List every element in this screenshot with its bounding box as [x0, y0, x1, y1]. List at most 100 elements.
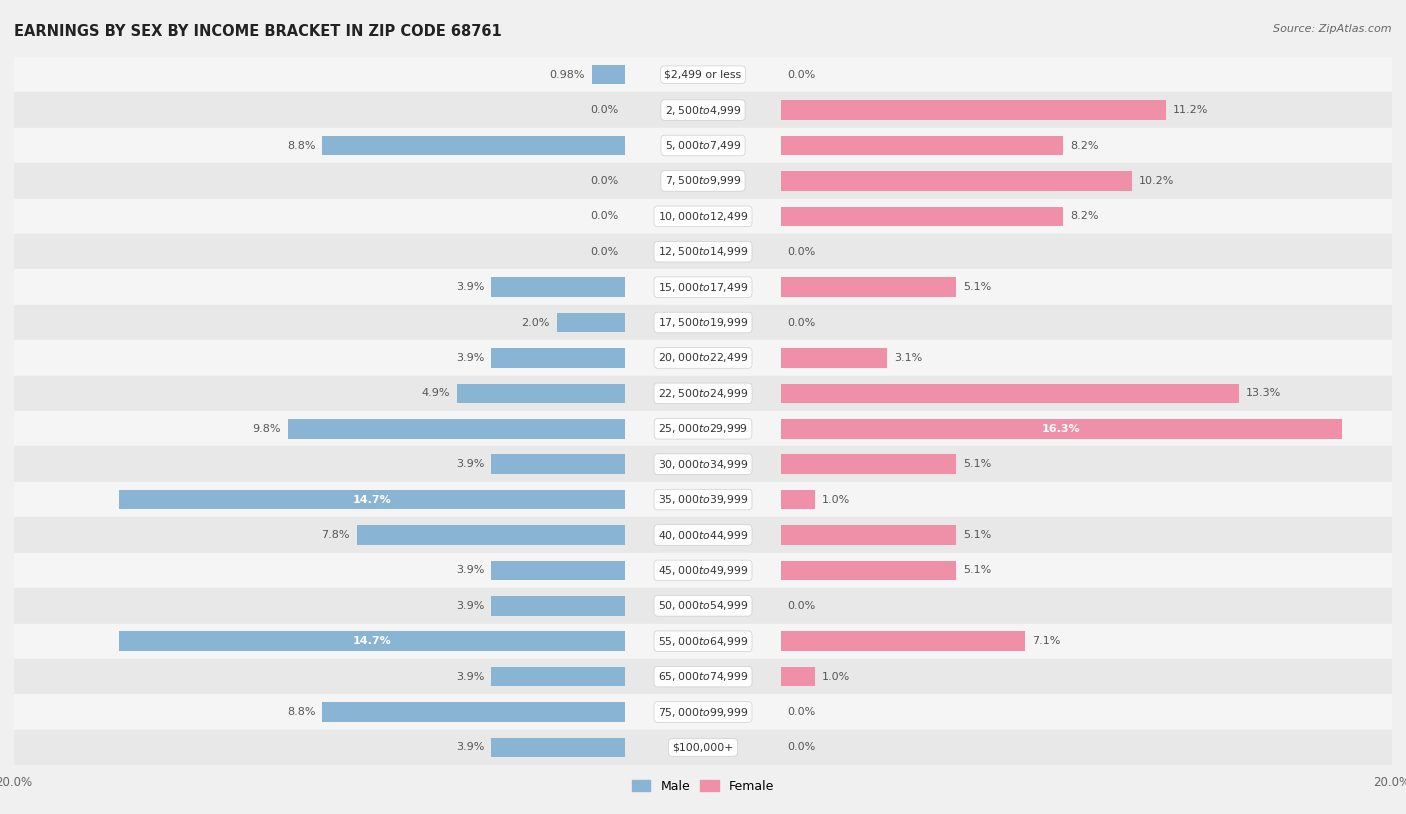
- Text: $45,000 to $49,999: $45,000 to $49,999: [658, 564, 748, 577]
- Text: 11.2%: 11.2%: [1173, 105, 1209, 115]
- Text: 5.1%: 5.1%: [963, 530, 991, 540]
- Text: 3.9%: 3.9%: [456, 566, 484, 575]
- Text: 1.0%: 1.0%: [823, 672, 851, 681]
- Text: 2.0%: 2.0%: [522, 317, 550, 327]
- Bar: [557, 313, 626, 332]
- Text: $2,500 to $4,999: $2,500 to $4,999: [665, 103, 741, 116]
- Text: 3.9%: 3.9%: [456, 742, 484, 752]
- Text: 9.8%: 9.8%: [253, 424, 281, 434]
- Text: $40,000 to $44,999: $40,000 to $44,999: [658, 528, 748, 541]
- Text: 4.9%: 4.9%: [422, 388, 450, 398]
- Text: 1.0%: 1.0%: [823, 495, 851, 505]
- Bar: [14, 624, 1392, 659]
- Bar: [457, 383, 626, 403]
- Text: 7.1%: 7.1%: [1032, 637, 1060, 646]
- Text: 5.1%: 5.1%: [963, 282, 991, 292]
- Text: $75,000 to $99,999: $75,000 to $99,999: [658, 706, 748, 719]
- Text: 0.0%: 0.0%: [787, 247, 815, 256]
- Text: $55,000 to $64,999: $55,000 to $64,999: [658, 635, 748, 648]
- Text: 0.0%: 0.0%: [787, 707, 815, 717]
- Text: $50,000 to $54,999: $50,000 to $54,999: [658, 599, 748, 612]
- Bar: [14, 588, 1392, 624]
- Text: 5.1%: 5.1%: [963, 566, 991, 575]
- Text: 8.2%: 8.2%: [1070, 141, 1098, 151]
- Text: 3.9%: 3.9%: [456, 282, 484, 292]
- Text: 3.9%: 3.9%: [456, 459, 484, 469]
- Text: 14.7%: 14.7%: [353, 495, 392, 505]
- Bar: [780, 207, 1063, 226]
- Text: $12,500 to $14,999: $12,500 to $14,999: [658, 245, 748, 258]
- Bar: [14, 269, 1392, 304]
- Bar: [14, 57, 1392, 92]
- Text: $25,000 to $29,999: $25,000 to $29,999: [658, 422, 748, 435]
- Bar: [288, 419, 626, 439]
- Text: 3.9%: 3.9%: [456, 353, 484, 363]
- Text: $20,000 to $22,499: $20,000 to $22,499: [658, 352, 748, 365]
- Bar: [14, 694, 1392, 730]
- Text: $30,000 to $34,999: $30,000 to $34,999: [658, 457, 748, 470]
- Bar: [14, 730, 1392, 765]
- Text: 7.8%: 7.8%: [322, 530, 350, 540]
- Bar: [14, 163, 1392, 199]
- Bar: [780, 525, 956, 545]
- Text: $7,500 to $9,999: $7,500 to $9,999: [665, 174, 741, 187]
- Text: 0.0%: 0.0%: [787, 70, 815, 80]
- Text: $17,500 to $19,999: $17,500 to $19,999: [658, 316, 748, 329]
- Text: 0.0%: 0.0%: [591, 176, 619, 186]
- Text: $5,000 to $7,499: $5,000 to $7,499: [665, 139, 741, 152]
- Bar: [357, 525, 626, 545]
- Bar: [491, 454, 626, 474]
- Bar: [491, 737, 626, 757]
- Bar: [780, 171, 1132, 190]
- Bar: [120, 632, 626, 651]
- Bar: [780, 348, 887, 368]
- Text: 0.0%: 0.0%: [787, 742, 815, 752]
- Bar: [14, 411, 1392, 446]
- Bar: [14, 340, 1392, 375]
- Bar: [322, 136, 626, 155]
- Bar: [780, 490, 815, 510]
- Bar: [14, 553, 1392, 588]
- Text: 0.98%: 0.98%: [550, 70, 585, 80]
- Text: Source: ZipAtlas.com: Source: ZipAtlas.com: [1274, 24, 1392, 34]
- Bar: [14, 199, 1392, 234]
- Text: $10,000 to $12,499: $10,000 to $12,499: [658, 210, 748, 223]
- Bar: [322, 702, 626, 722]
- Text: 0.0%: 0.0%: [591, 212, 619, 221]
- Bar: [14, 128, 1392, 163]
- Bar: [592, 65, 626, 85]
- Bar: [780, 100, 1167, 120]
- Bar: [14, 659, 1392, 694]
- Bar: [491, 561, 626, 580]
- Text: 14.7%: 14.7%: [353, 637, 392, 646]
- Text: $65,000 to $74,999: $65,000 to $74,999: [658, 670, 748, 683]
- Text: 3.9%: 3.9%: [456, 672, 484, 681]
- Text: 0.0%: 0.0%: [787, 317, 815, 327]
- Text: 0.0%: 0.0%: [591, 105, 619, 115]
- Text: $22,500 to $24,999: $22,500 to $24,999: [658, 387, 748, 400]
- Text: 3.9%: 3.9%: [456, 601, 484, 610]
- Bar: [14, 304, 1392, 340]
- Bar: [491, 278, 626, 297]
- Bar: [780, 667, 815, 686]
- Bar: [780, 419, 1341, 439]
- Text: 8.8%: 8.8%: [287, 707, 315, 717]
- Legend: Male, Female: Male, Female: [627, 775, 779, 798]
- Bar: [14, 92, 1392, 128]
- Text: $15,000 to $17,499: $15,000 to $17,499: [658, 281, 748, 294]
- Text: 16.3%: 16.3%: [1042, 424, 1081, 434]
- Bar: [14, 518, 1392, 553]
- Text: EARNINGS BY SEX BY INCOME BRACKET IN ZIP CODE 68761: EARNINGS BY SEX BY INCOME BRACKET IN ZIP…: [14, 24, 502, 39]
- Text: 8.8%: 8.8%: [287, 141, 315, 151]
- Text: 10.2%: 10.2%: [1139, 176, 1174, 186]
- Bar: [491, 348, 626, 368]
- Text: 8.2%: 8.2%: [1070, 212, 1098, 221]
- Text: $100,000+: $100,000+: [672, 742, 734, 752]
- Bar: [14, 446, 1392, 482]
- Text: 5.1%: 5.1%: [963, 459, 991, 469]
- Bar: [491, 667, 626, 686]
- Text: 13.3%: 13.3%: [1246, 388, 1281, 398]
- Text: $35,000 to $39,999: $35,000 to $39,999: [658, 493, 748, 506]
- Bar: [780, 383, 1239, 403]
- Bar: [14, 234, 1392, 269]
